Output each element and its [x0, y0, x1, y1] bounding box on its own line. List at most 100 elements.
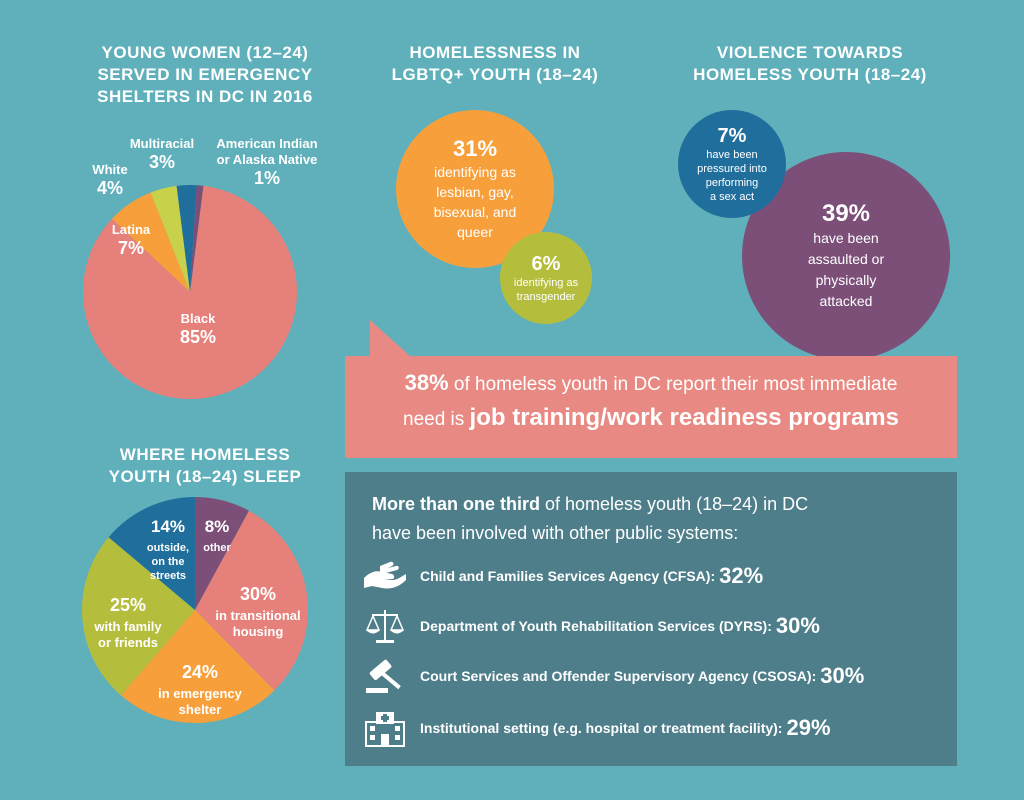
pie1-slice-4 [190, 185, 204, 292]
data-label-name: with family [93, 619, 162, 634]
pie2-heading: WHERE HOMELESS YOUTH (18–24) SLEEP [60, 444, 350, 488]
heading-line: LGBTQ+ YOUTH (18–24) [391, 65, 599, 84]
system-row-institutional: Institutional setting (e.g. hospital or … [362, 708, 952, 748]
systems-intro-line-1: More than one third of homeless youth (1… [372, 490, 932, 519]
system-label: Institutional setting (e.g. hospital or … [420, 720, 783, 736]
pie2-slice-1 [195, 510, 309, 691]
public-systems-panel [345, 472, 957, 766]
desc-line: performing [705, 176, 759, 189]
lgbtq-heading: HOMELESSNESS IN LGBTQ+ YOUTH (18–24) [360, 42, 630, 86]
pie2-slice-0 [195, 497, 249, 610]
lgbtq-small-bubble: 6% identifying as transgender [500, 232, 592, 324]
desc-line: have been [706, 148, 758, 161]
heading-line: VIOLENCE TOWARDS [716, 43, 904, 62]
lgbtq-big-desc: identifying as lesbian, gay, bisexual, a… [434, 162, 517, 242]
heading-line: HOMELESS YOUTH (18–24) [693, 65, 927, 84]
callout-line-1: 38% of homeless youth in DC report their… [345, 366, 957, 401]
lgbtq-small-value: 6% [531, 252, 561, 275]
lgbtq-small-desc: identifying as transgender [514, 276, 578, 304]
heading-line: SHELTERS IN DC IN 2016 [97, 87, 313, 106]
systems-intro-bold: More than one third [372, 494, 540, 514]
system-label: Department of Youth Rehabilitation Servi… [420, 618, 772, 634]
callout-box [345, 356, 957, 458]
pie1-heading: YOUNG WOMEN (12–24) SERVED IN EMERGENCY … [60, 42, 350, 108]
heading-line: YOUNG WOMEN (12–24) [101, 43, 309, 62]
desc-line: attacked [819, 293, 873, 309]
violence-small-bubble: 7% have been pressured into performing a… [678, 110, 786, 218]
systems-intro: More than one third of homeless youth (1… [372, 490, 932, 548]
system-row-csosa: Court Services and Offender Supervisory … [362, 656, 952, 696]
system-label: Court Services and Offender Supervisory … [420, 668, 817, 684]
data-label-name: or friends [98, 635, 158, 650]
desc-line: transgender [516, 290, 576, 303]
callout-text: 38% of homeless youth in DC report their… [345, 366, 957, 436]
callout-text1: of homeless youth in DC report their mos… [448, 374, 898, 395]
callout-text2: need is [403, 409, 470, 430]
helping-hand-icon [364, 561, 406, 589]
data-label-name: outside, [147, 542, 189, 554]
gavel-icon [366, 659, 401, 693]
system-value: 30% [775, 613, 820, 638]
data-label-name: streets [150, 570, 186, 582]
data-label-name: or Alaska Native [217, 152, 318, 167]
pie2-label-4: 14% outside, on the streets [147, 517, 189, 582]
data-label-name: other [203, 542, 231, 554]
system-row-cfsa: Child and Families Services Agency (CFSA… [362, 556, 952, 596]
system-value: 29% [786, 715, 831, 740]
systems-intro-line-2: have been involved with other public sys… [372, 523, 739, 543]
desc-line: a sex act [709, 190, 755, 203]
data-label-value: 4% [97, 178, 123, 198]
desc-line: bisexual, and [433, 204, 517, 220]
data-label-name: Multiracial [130, 136, 194, 151]
data-label-value: 3% [149, 152, 175, 172]
data-label-value: 1% [254, 168, 280, 188]
pie2-slice-2 [120, 610, 275, 723]
desc-line: physically [815, 272, 877, 288]
callout-pct: 38% [404, 370, 449, 395]
heading-line: WHERE HOMELESS [119, 445, 291, 464]
pie1-slice-0 [82, 185, 298, 399]
pie1-slice-1 [112, 192, 190, 292]
system-row-dyrs: Department of Youth Rehabilitation Servi… [362, 606, 952, 646]
hospital-icon [365, 712, 405, 747]
violence-heading: VIOLENCE TOWARDS HOMELESS YOUTH (18–24) [660, 42, 960, 86]
data-label-value: 14% [151, 517, 185, 536]
heading-line: HOMELESSNESS IN [409, 43, 581, 62]
data-label-name: Latina [112, 222, 151, 237]
data-label-value: 24% [182, 662, 218, 682]
data-label-name: housing [233, 624, 284, 639]
data-label-name: shelter [179, 702, 222, 717]
lgbtq-big-value: 31% [452, 136, 498, 161]
data-label-value: 8% [205, 517, 230, 536]
desc-line: lesbian, gay, [436, 184, 514, 200]
callout-line-2: need is job training/work readiness prog… [345, 401, 957, 436]
desc-line: assaulted or [807, 251, 885, 267]
heading-line: YOUTH (18–24) SLEEP [108, 467, 302, 486]
data-label-name: White [92, 162, 127, 177]
data-label-value: 7% [118, 238, 144, 258]
callout-bold: job training/work readiness programs [469, 404, 899, 431]
data-label-value: 25% [110, 595, 146, 615]
data-label-value: 85% [180, 327, 216, 347]
violence-small-desc: have been pressured into performing a se… [697, 148, 767, 204]
desc-line: have been [813, 230, 879, 246]
system-value: 30% [820, 663, 865, 688]
desc-line: pressured into [697, 162, 767, 175]
data-label-name: on the [152, 556, 185, 568]
heading-line: SERVED IN EMERGENCY [97, 65, 313, 84]
data-label-name: Black [181, 311, 216, 326]
violence-big-value: 39% [821, 200, 871, 227]
data-label-name: in transitional [215, 608, 300, 623]
systems-intro-rest: of homeless youth (18–24) in DC [540, 494, 809, 514]
callout-tail [370, 320, 410, 356]
desc-line: identifying as [513, 276, 579, 289]
pie1-slice-2 [150, 185, 190, 292]
